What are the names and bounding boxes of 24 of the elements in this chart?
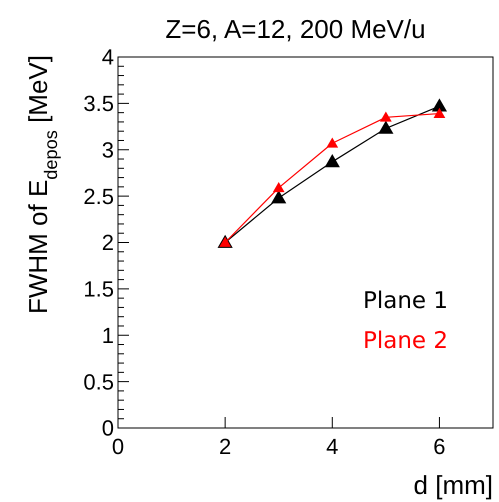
y-tick-label: 4: [102, 44, 114, 70]
y-tick-label: 0: [102, 416, 114, 441]
x-axis-title: d [mm]: [414, 470, 493, 500]
point: [324, 154, 340, 168]
y-tick-label: 3: [102, 137, 114, 162]
point: [434, 108, 446, 118]
chart-title: Z=6, A=12, 200 MeV/u: [165, 14, 426, 44]
x-tick-label: 4: [326, 434, 338, 459]
point: [432, 98, 448, 112]
y-tick-label: 1.5: [83, 276, 114, 302]
x-tick-label: 6: [433, 434, 446, 459]
text: Plane 2: [362, 328, 448, 354]
point: [272, 182, 285, 192]
point: [326, 137, 338, 148]
point: [378, 120, 394, 134]
point: [380, 111, 392, 122]
y-tick-label: 2.5: [83, 184, 114, 209]
y-tick-label: 1: [102, 322, 114, 348]
text: Plane 1: [362, 288, 448, 314]
y-tick-label: 3.5: [83, 91, 114, 116]
y-tick-label: 2: [102, 230, 114, 256]
x-tick-label: 2: [219, 434, 232, 459]
y-tick-label: 0.5: [83, 369, 114, 394]
point: [271, 190, 286, 204]
